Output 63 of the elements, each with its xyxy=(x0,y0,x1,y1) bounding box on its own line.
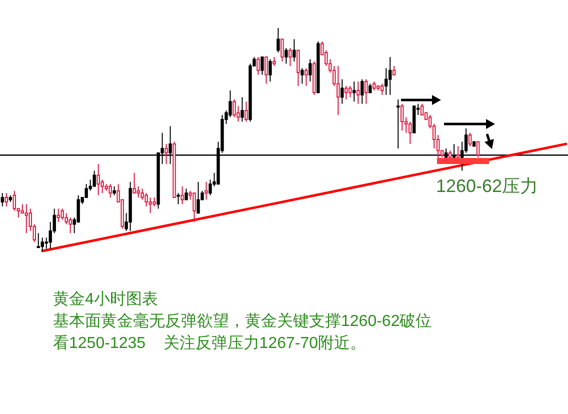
candlestick xyxy=(340,78,344,104)
candlestick xyxy=(400,103,404,132)
candlestick xyxy=(192,192,196,223)
candlestick xyxy=(304,68,308,86)
candlestick xyxy=(256,56,260,76)
text: 看1250-1235 关注反弹压力1267-70附近。 xyxy=(53,334,366,352)
candlestick xyxy=(352,81,356,102)
candlestick xyxy=(92,170,96,187)
candlestick xyxy=(356,81,360,104)
candlestick xyxy=(204,181,208,200)
candlestick xyxy=(348,85,352,98)
candlestick xyxy=(264,56,268,84)
candlestick xyxy=(176,192,180,205)
candlestick xyxy=(360,78,364,104)
candlestick xyxy=(260,56,264,76)
candlestick xyxy=(456,146,460,158)
candlestick xyxy=(308,58,312,82)
candlestick xyxy=(144,192,148,207)
candlestick xyxy=(336,65,340,116)
candlestick xyxy=(276,28,280,54)
candlestick xyxy=(12,190,16,212)
candlestick xyxy=(468,132,472,147)
candlestick xyxy=(148,196,152,214)
candlestick xyxy=(244,101,248,122)
candlestick xyxy=(132,172,136,194)
candlestick xyxy=(344,85,348,100)
candlestick xyxy=(136,186,140,198)
candlestick xyxy=(228,90,232,118)
candlestick xyxy=(0,192,4,207)
candlestick xyxy=(196,181,200,214)
candlestick xyxy=(40,237,44,252)
candlestick xyxy=(292,38,296,62)
candlestick xyxy=(140,188,144,200)
candlestick xyxy=(184,188,188,200)
text: 基本面黄金毫无反弹欲望，黄金关键支撑1260-62破位 xyxy=(53,312,432,330)
candlestick xyxy=(180,186,184,205)
annotation: 1260-62压力 xyxy=(436,176,538,196)
candlestick xyxy=(284,48,288,64)
candlestick xyxy=(232,98,236,118)
candlestick xyxy=(300,68,304,84)
candlestick xyxy=(384,68,388,96)
candlestick xyxy=(288,48,292,66)
candlestick xyxy=(108,184,112,198)
candlestick xyxy=(56,208,60,223)
candlestick xyxy=(64,212,68,225)
candlestick xyxy=(280,38,284,62)
candlestick xyxy=(388,56,392,96)
candlestick xyxy=(396,98,400,149)
candlestick xyxy=(96,164,100,196)
candlestick xyxy=(476,141,480,158)
candlestick xyxy=(68,217,72,234)
candlestick xyxy=(24,204,28,234)
text: 黄金4小时图表 xyxy=(53,290,158,308)
candlestick xyxy=(364,78,368,104)
candlestick xyxy=(268,58,272,82)
candlestick xyxy=(36,232,40,248)
candlestick xyxy=(240,96,244,122)
candlestick xyxy=(4,192,8,207)
candlestick xyxy=(296,50,300,86)
candlestick xyxy=(60,208,64,220)
candlestick xyxy=(164,143,168,165)
candlestick xyxy=(380,83,384,96)
candlestick xyxy=(408,121,412,144)
